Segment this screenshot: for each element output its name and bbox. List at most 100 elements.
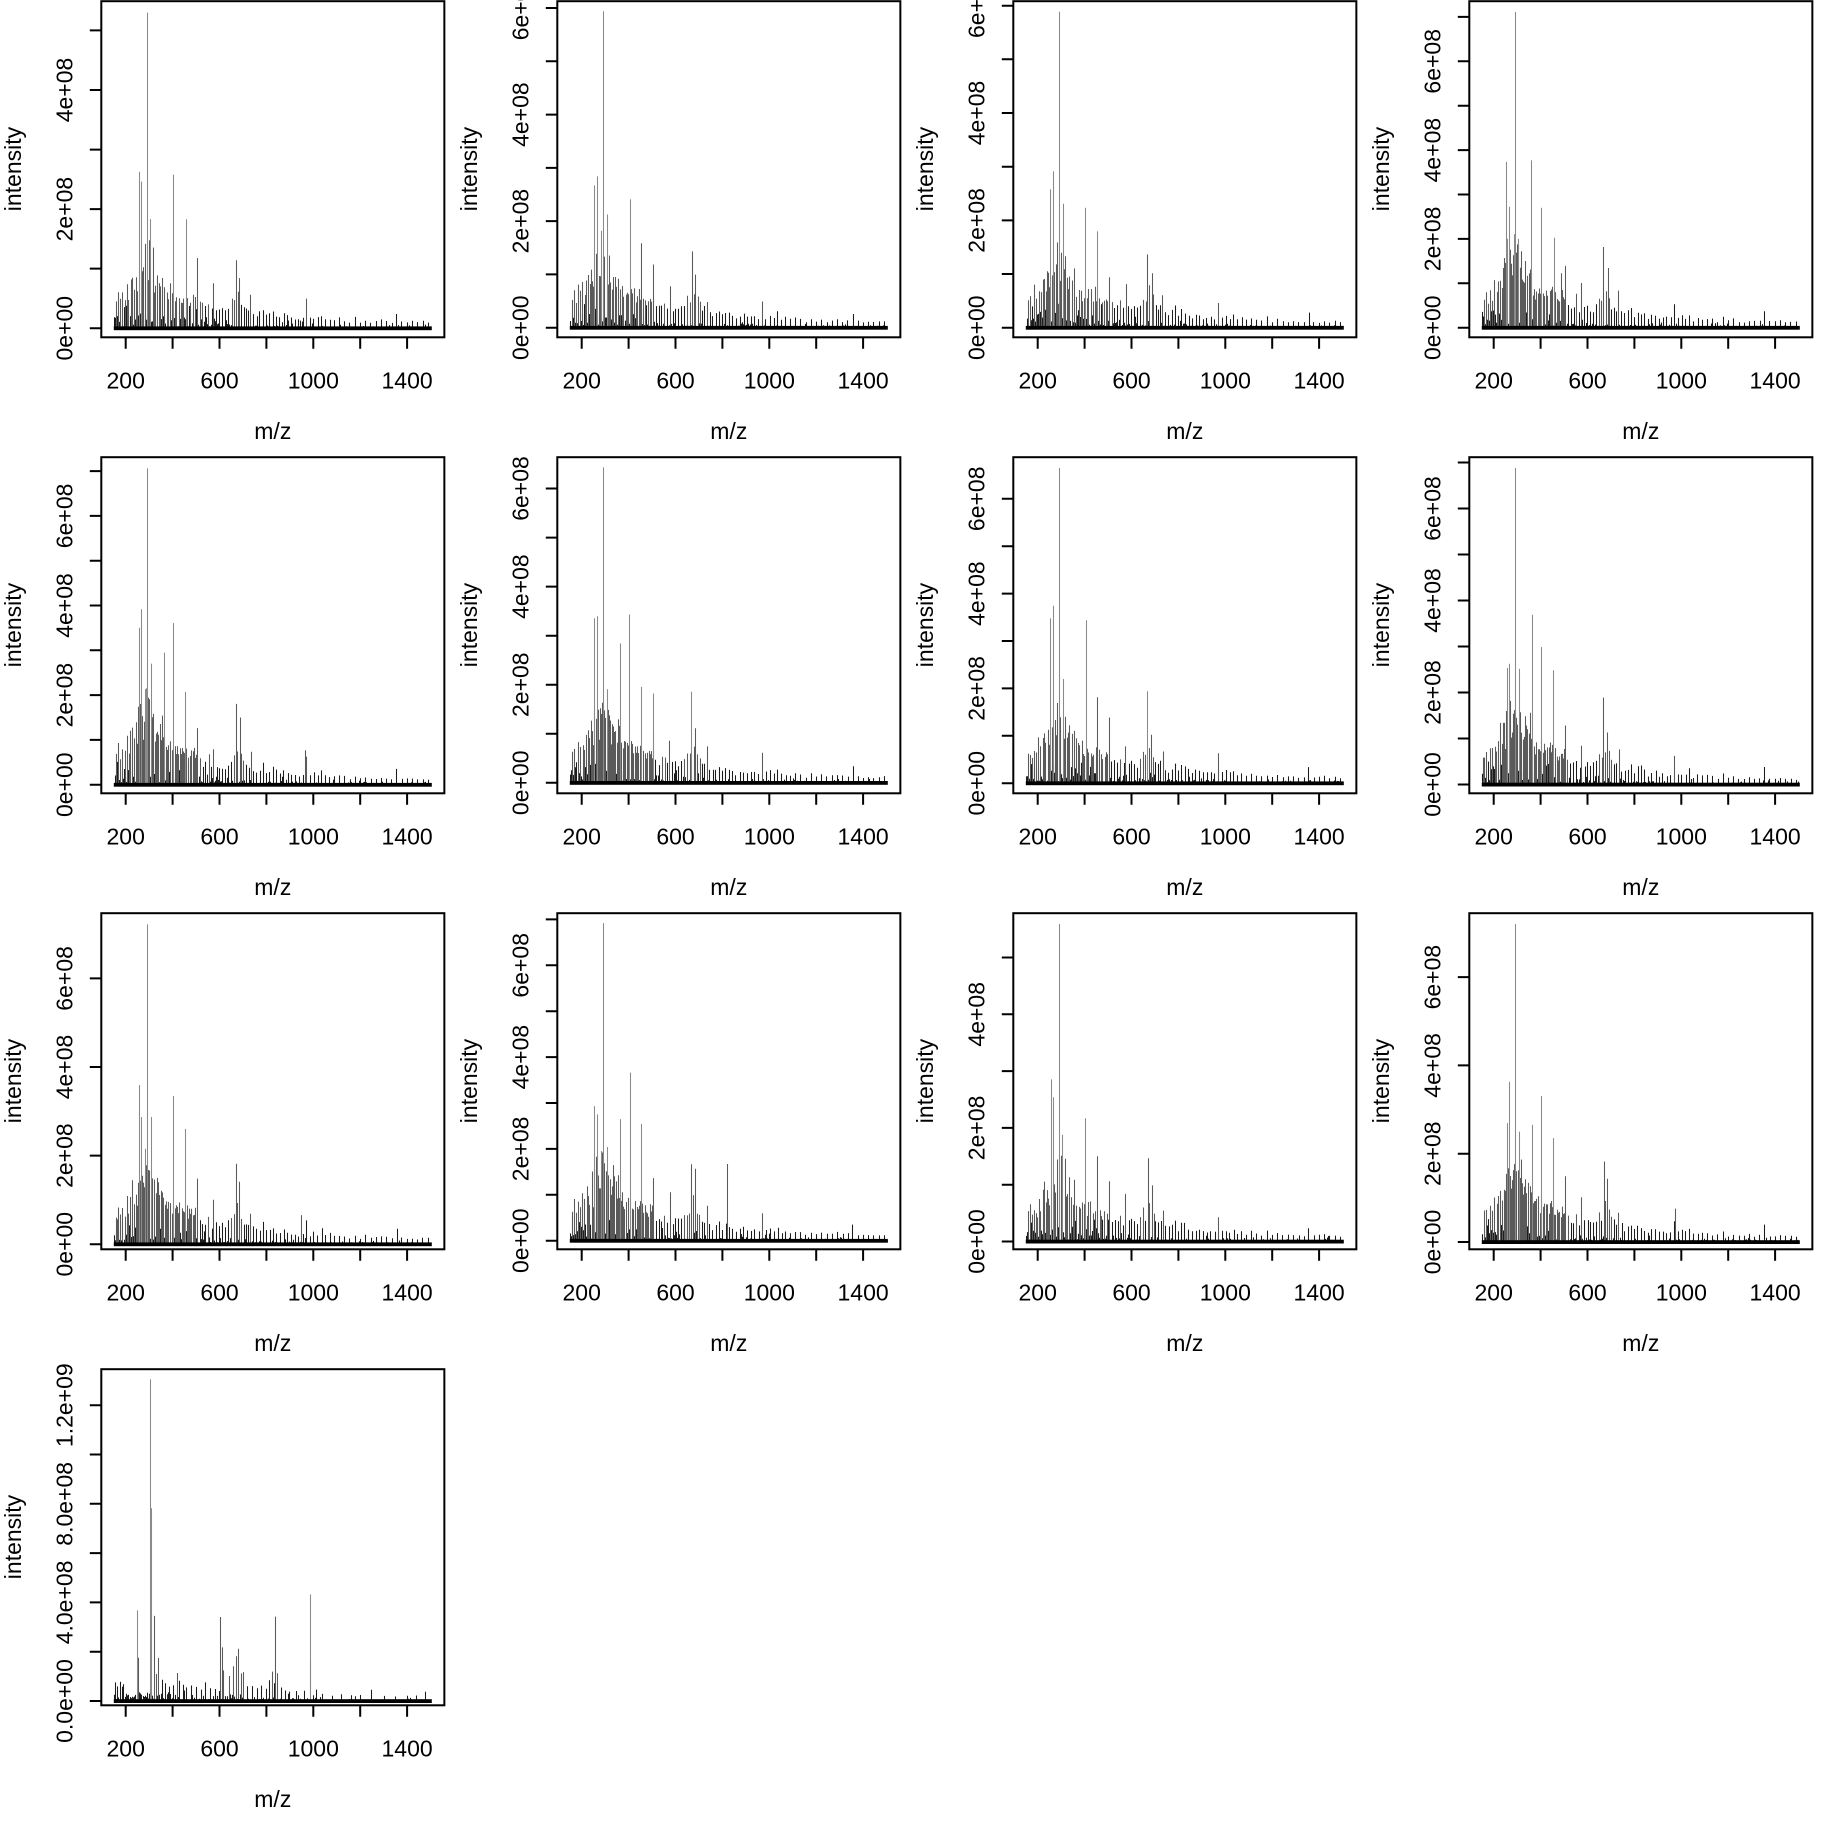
svg-text:200: 200 [1475,1280,1513,1306]
svg-text:2e+08: 2e+08 [51,663,77,728]
svg-text:4e+08: 4e+08 [507,1025,533,1090]
svg-text:6e+08: 6e+08 [507,933,533,998]
svg-text:200: 200 [107,1280,145,1306]
svg-text:200: 200 [563,824,601,850]
svg-text:1400: 1400 [838,368,889,394]
svg-text:0e+00: 0e+00 [51,1212,77,1277]
svg-text:m/z: m/z [1166,1330,1203,1356]
svg-text:m/z: m/z [254,418,291,444]
svg-text:600: 600 [1568,368,1606,394]
svg-text:200: 200 [107,368,145,394]
svg-text:intensity: intensity [1368,126,1394,211]
svg-text:4.0e+08: 4.0e+08 [51,1561,77,1645]
svg-text:4e+08: 4e+08 [963,561,989,626]
svg-text:200: 200 [563,1280,601,1306]
svg-text:2e+08: 2e+08 [51,177,77,242]
svg-text:6e+08: 6e+08 [507,456,533,521]
svg-text:6e+08: 6e+08 [963,466,989,531]
svg-text:m/z: m/z [710,1330,747,1356]
svg-text:600: 600 [656,824,694,850]
svg-text:0.0e+00: 0.0e+00 [51,1659,77,1743]
svg-text:600: 600 [1112,1280,1150,1306]
svg-text:4e+08: 4e+08 [51,573,77,638]
svg-text:m/z: m/z [254,1330,291,1356]
svg-text:600: 600 [1112,368,1150,394]
svg-text:intensity: intensity [0,1494,26,1579]
svg-text:m/z: m/z [1166,874,1203,900]
svg-text:0e+00: 0e+00 [507,750,533,815]
svg-text:200: 200 [1019,1280,1057,1306]
svg-text:1000: 1000 [744,1280,795,1306]
svg-text:4e+08: 4e+08 [963,982,989,1047]
svg-text:0e+00: 0e+00 [963,1209,989,1274]
svg-text:600: 600 [1568,1280,1606,1306]
svg-text:2e+08: 2e+08 [507,652,533,717]
svg-text:intensity: intensity [0,126,26,211]
svg-text:intensity: intensity [1368,1038,1394,1123]
svg-text:0e+00: 0e+00 [51,752,77,817]
svg-text:8.0e+08: 8.0e+08 [51,1462,77,1546]
svg-text:1000: 1000 [1200,368,1251,394]
svg-text:m/z: m/z [1622,874,1659,900]
svg-text:m/z: m/z [710,418,747,444]
svg-text:6e+08: 6e+08 [963,0,989,38]
svg-text:600: 600 [1568,824,1606,850]
svg-text:4e+08: 4e+08 [1419,1033,1445,1098]
svg-text:1000: 1000 [1200,824,1251,850]
svg-text:600: 600 [656,1280,694,1306]
svg-text:1400: 1400 [382,824,433,850]
svg-text:4e+08: 4e+08 [1419,118,1445,183]
svg-text:4e+08: 4e+08 [51,58,77,123]
svg-text:m/z: m/z [254,1786,291,1812]
svg-text:0e+00: 0e+00 [1419,295,1445,360]
svg-text:1.2e+09: 1.2e+09 [51,1363,77,1447]
svg-text:intensity: intensity [912,582,938,667]
svg-text:0e+00: 0e+00 [963,295,989,360]
svg-text:0e+00: 0e+00 [51,296,77,361]
svg-text:2e+08: 2e+08 [963,1096,989,1161]
svg-text:600: 600 [200,824,238,850]
svg-text:2e+08: 2e+08 [1419,207,1445,272]
svg-text:2e+08: 2e+08 [963,188,989,253]
svg-text:6e+08: 6e+08 [51,946,77,1011]
svg-text:1000: 1000 [1656,1280,1707,1306]
svg-text:m/z: m/z [710,874,747,900]
svg-text:4e+08: 4e+08 [51,1035,77,1100]
svg-text:200: 200 [107,1736,145,1762]
svg-text:6e+08: 6e+08 [51,484,77,549]
svg-text:2e+08: 2e+08 [963,656,989,721]
svg-text:4e+08: 4e+08 [963,81,989,146]
svg-text:2e+08: 2e+08 [1419,660,1445,725]
svg-text:1000: 1000 [1656,368,1707,394]
svg-text:1400: 1400 [838,1280,889,1306]
svg-text:2e+08: 2e+08 [1419,1121,1445,1186]
svg-text:0e+00: 0e+00 [1419,1210,1445,1275]
svg-text:600: 600 [200,368,238,394]
svg-text:1400: 1400 [1294,1280,1345,1306]
svg-text:6e+08: 6e+08 [1419,476,1445,541]
svg-text:200: 200 [1019,824,1057,850]
svg-text:1400: 1400 [1750,824,1801,850]
svg-text:200: 200 [563,368,601,394]
svg-text:6e+08: 6e+08 [1419,945,1445,1010]
svg-text:intensity: intensity [912,126,938,211]
svg-text:600: 600 [200,1280,238,1306]
svg-text:0e+00: 0e+00 [963,751,989,816]
svg-text:1000: 1000 [288,1736,339,1762]
svg-text:intensity: intensity [456,126,482,211]
svg-text:0e+00: 0e+00 [1419,752,1445,817]
svg-text:600: 600 [1112,824,1150,850]
svg-text:m/z: m/z [1622,1330,1659,1356]
svg-text:1000: 1000 [744,368,795,394]
svg-text:0e+00: 0e+00 [507,1208,533,1273]
svg-text:1000: 1000 [288,1280,339,1306]
svg-text:200: 200 [1475,368,1513,394]
svg-text:1400: 1400 [1750,368,1801,394]
svg-text:intensity: intensity [912,1038,938,1123]
svg-text:1400: 1400 [382,368,433,394]
svg-text:1000: 1000 [744,824,795,850]
svg-text:200: 200 [107,824,145,850]
svg-text:intensity: intensity [1368,582,1394,667]
svg-text:1000: 1000 [1656,824,1707,850]
svg-text:4e+08: 4e+08 [1419,568,1445,633]
